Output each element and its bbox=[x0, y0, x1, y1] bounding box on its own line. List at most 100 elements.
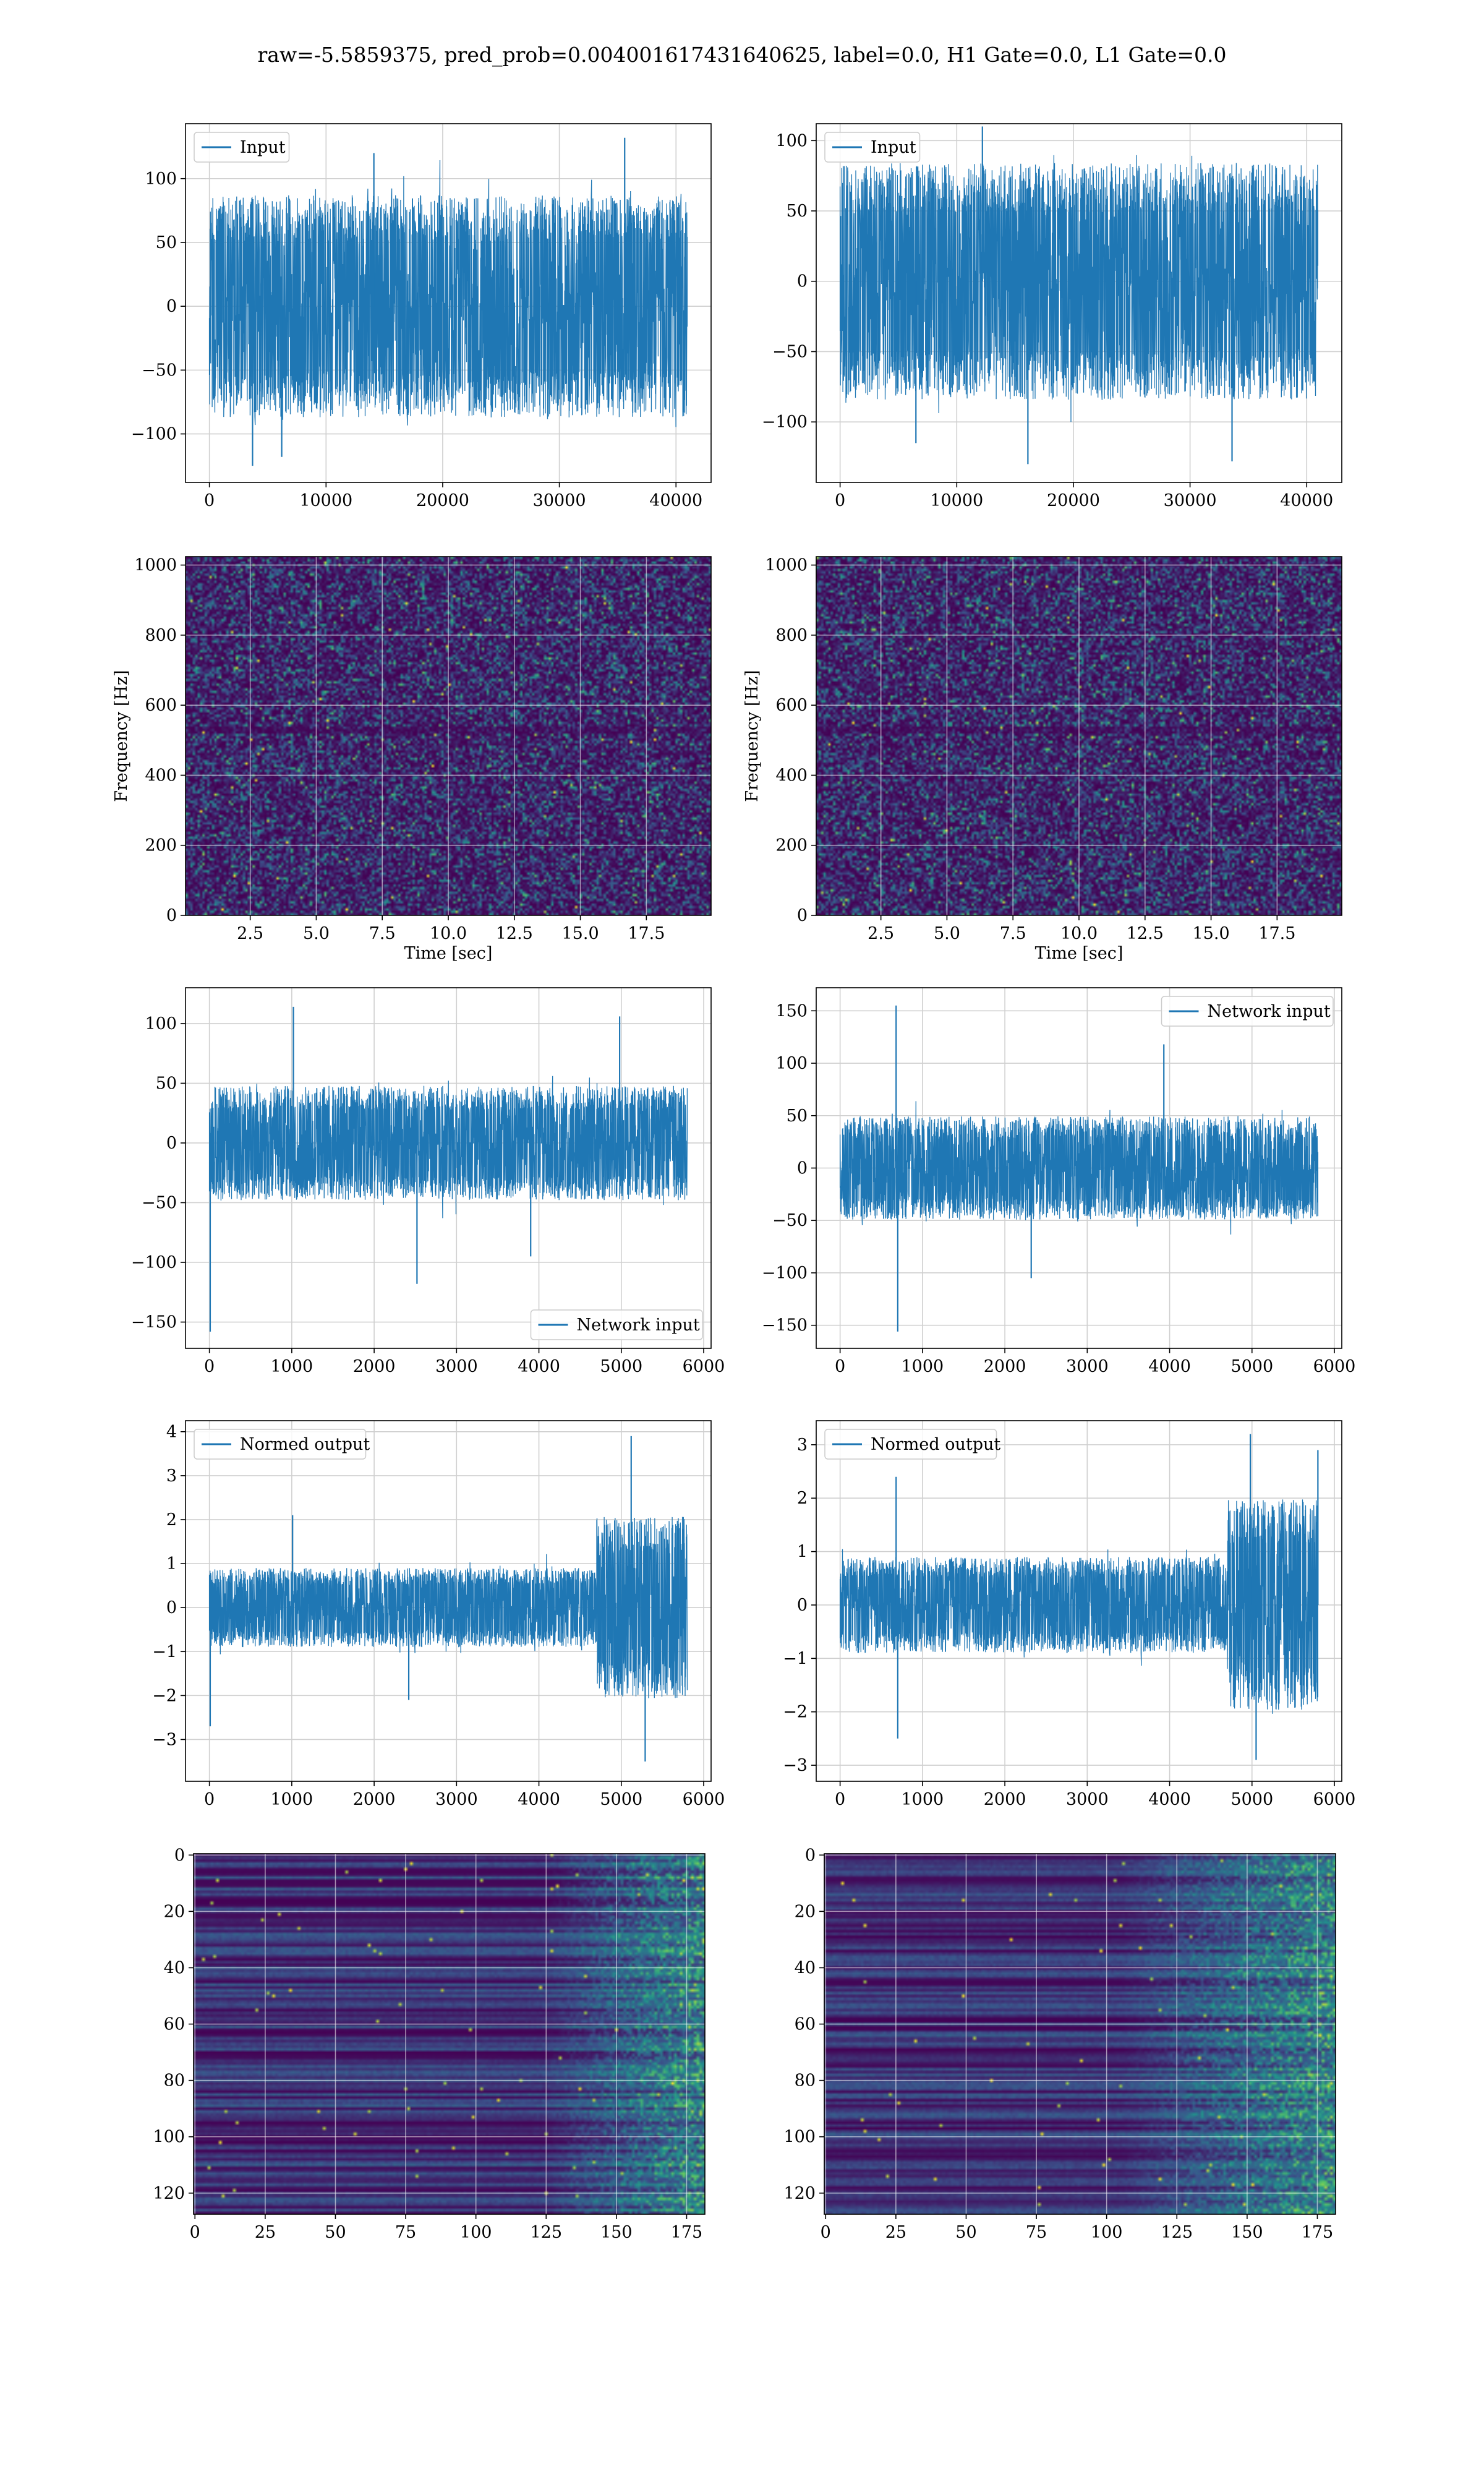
y-tick-label: −2 bbox=[152, 1686, 177, 1705]
x-tick-label: 0 bbox=[835, 491, 845, 510]
x-tick-label: 0 bbox=[821, 2223, 831, 2242]
y-tick-label: −100 bbox=[131, 425, 177, 444]
legend-box bbox=[1161, 996, 1334, 1027]
y-tick-label: 0 bbox=[797, 906, 808, 925]
x-tick-label: 5000 bbox=[600, 1357, 642, 1376]
x-tick-label: 75 bbox=[395, 2223, 416, 2242]
x-tick-label: 3000 bbox=[435, 1357, 478, 1376]
x-tick-label: 30000 bbox=[1164, 491, 1217, 510]
axes-frame bbox=[185, 1420, 712, 1782]
y-tick-label: 400 bbox=[145, 766, 177, 785]
x-tick-label: 0 bbox=[835, 1790, 845, 1809]
x-tick-label: 20000 bbox=[1047, 491, 1100, 510]
axes-frame bbox=[816, 123, 1342, 483]
x-tick-label: 5.0 bbox=[303, 924, 330, 943]
plot-area bbox=[186, 1421, 711, 1781]
y-tick-label: 0 bbox=[166, 906, 177, 925]
series-line bbox=[208, 1076, 688, 1218]
legend-box bbox=[824, 132, 921, 163]
axes-frame bbox=[185, 987, 712, 1349]
x-tick-label: 2000 bbox=[984, 1357, 1026, 1376]
y-tick-label: 150 bbox=[775, 1001, 808, 1021]
y-tick-label: 120 bbox=[783, 2184, 816, 2203]
y-tick-label: 1000 bbox=[134, 556, 177, 575]
x-tick-label: 4000 bbox=[518, 1790, 560, 1809]
y-tick-label: 1000 bbox=[765, 556, 808, 575]
plot-area bbox=[186, 124, 711, 482]
y-tick-label: 50 bbox=[787, 1106, 808, 1126]
x-tick-label: 40000 bbox=[1280, 491, 1333, 510]
x-tick-label: 50 bbox=[955, 2223, 976, 2242]
axes-frame bbox=[185, 123, 712, 483]
x-tick-label: 10.0 bbox=[1060, 924, 1098, 943]
legend: Input bbox=[194, 132, 290, 163]
y-tick-label: 50 bbox=[156, 1074, 177, 1093]
plot-area bbox=[816, 1421, 1342, 1781]
legend: Network input bbox=[1161, 996, 1334, 1027]
y-tick-label: 200 bbox=[145, 836, 177, 855]
series-line bbox=[839, 155, 1319, 422]
y-tick-label: 20 bbox=[795, 1902, 816, 1921]
x-tick-label: 2.5 bbox=[237, 924, 263, 943]
legend-label: Normed output bbox=[240, 1435, 370, 1454]
y-tick-label: −50 bbox=[772, 342, 808, 361]
y-tick-label: 0 bbox=[166, 297, 177, 316]
y-tick-label: −50 bbox=[142, 361, 177, 380]
y-tick-label: 3 bbox=[166, 1466, 177, 1486]
x-tick-label: 12.5 bbox=[1127, 924, 1164, 943]
series-line bbox=[208, 1517, 688, 1698]
y-tick-label: 100 bbox=[775, 131, 808, 150]
x-axis-label: Time [sec] bbox=[404, 944, 493, 963]
y-tick-label: 800 bbox=[145, 626, 177, 645]
legend-label: Network input bbox=[577, 1316, 700, 1335]
x-tick-label: 2.5 bbox=[868, 924, 894, 943]
plot-area bbox=[816, 124, 1342, 482]
series-line bbox=[208, 160, 688, 427]
chart-spectrogram-h1: 2.5 5.0 7.5 10.0 12.5 15.0 17.5 0 200 400 600 800 10… bbox=[112, 556, 712, 963]
x-tick-label: 175 bbox=[671, 2223, 703, 2242]
chart-input-l1: 0 10000 20000 30000 40000 −100 −50 0 50 100 Input bbox=[762, 123, 1342, 510]
y-tick-label: 0 bbox=[797, 272, 808, 291]
x-tick-label: 0 bbox=[835, 1357, 845, 1376]
y-tick-label: 0 bbox=[797, 1159, 808, 1178]
x-tick-label: 100 bbox=[460, 2223, 492, 2242]
x-tick-label: 2000 bbox=[984, 1790, 1026, 1809]
y-tick-label: −100 bbox=[762, 1264, 808, 1283]
x-tick-label: 6000 bbox=[683, 1790, 725, 1809]
y-tick-label: −2 bbox=[783, 1703, 808, 1722]
y-tick-label: 0 bbox=[797, 1596, 808, 1615]
x-tick-label: 3000 bbox=[1066, 1357, 1109, 1376]
y-axis-label: Frequency [Hz] bbox=[112, 670, 131, 802]
x-tick-label: 175 bbox=[1302, 2223, 1334, 2242]
x-tick-label: 15.0 bbox=[1193, 924, 1230, 943]
x-tick-label: 5000 bbox=[1230, 1790, 1273, 1809]
legend-label: Input bbox=[240, 138, 286, 157]
plot-area bbox=[186, 988, 711, 1348]
x-tick-label: 150 bbox=[1231, 2223, 1263, 2242]
y-tick-label: 100 bbox=[783, 2128, 816, 2147]
y-tick-label: 0 bbox=[805, 1846, 816, 1865]
plot-area bbox=[824, 1854, 1336, 2214]
series-line bbox=[839, 1101, 1319, 1235]
legend-label: Network input bbox=[1208, 1002, 1331, 1021]
x-tick-label: 12.5 bbox=[496, 924, 533, 943]
x-tick-label: 3000 bbox=[1066, 1790, 1109, 1809]
x-tick-label: 5000 bbox=[1230, 1357, 1273, 1376]
y-tick-label: −3 bbox=[783, 1756, 808, 1775]
x-tick-label: 7.5 bbox=[369, 924, 396, 943]
y-tick-label: 60 bbox=[164, 2015, 185, 2034]
axes-frame bbox=[816, 1420, 1342, 1782]
y-tick-label: 600 bbox=[775, 696, 808, 715]
y-tick-label: 80 bbox=[164, 2071, 185, 2091]
chart-spectrogram-l1: 2.5 5.0 7.5 10.0 12.5 15.0 17.5 0 200 400 600 800 10… bbox=[743, 556, 1342, 963]
y-tick-label: 800 bbox=[775, 626, 808, 645]
x-tick-label: 2000 bbox=[353, 1357, 396, 1376]
x-tick-label: 4000 bbox=[518, 1357, 560, 1376]
y-tick-label: −100 bbox=[131, 1253, 177, 1272]
y-tick-label: 400 bbox=[775, 766, 808, 785]
x-tick-label: 5000 bbox=[600, 1790, 642, 1809]
y-tick-label: 0 bbox=[174, 1846, 185, 1865]
y-axis-label: Frequency [Hz] bbox=[743, 670, 762, 802]
y-tick-label: 1 bbox=[797, 1543, 808, 1562]
heatmap-image bbox=[194, 1854, 705, 2214]
